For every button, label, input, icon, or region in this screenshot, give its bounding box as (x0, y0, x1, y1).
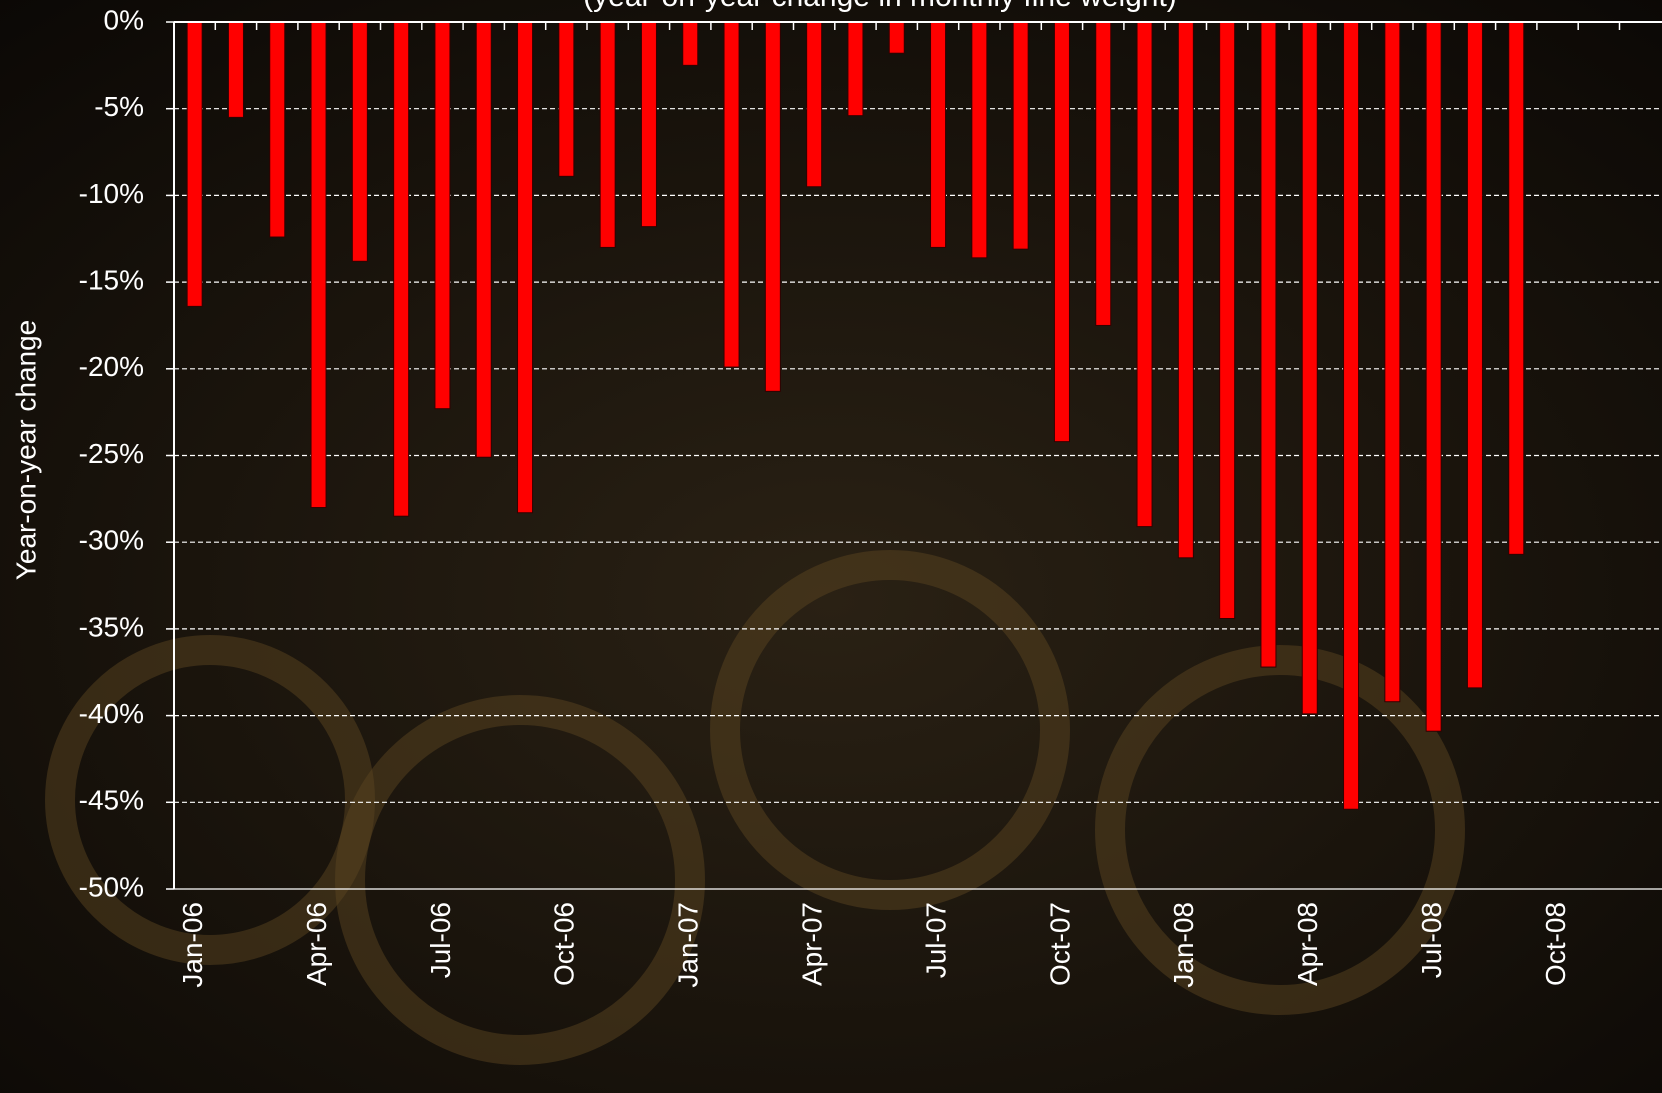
bar (310, 21, 327, 509)
bar (1136, 21, 1153, 528)
decor (335, 695, 705, 1065)
y-tick-label: -20% (79, 351, 144, 382)
bar (1260, 21, 1277, 668)
bar (930, 21, 947, 248)
bar (1508, 21, 1525, 555)
bar (1343, 21, 1360, 810)
y-tick-label: -45% (79, 785, 144, 816)
x-tick-label: Apr-07 (797, 902, 828, 986)
bar (1425, 21, 1442, 732)
y-axis-label: Year-on-year change (10, 320, 41, 580)
bar (517, 21, 534, 514)
bar (1466, 21, 1483, 689)
bar (971, 21, 988, 259)
bar (558, 21, 575, 177)
decor (1095, 645, 1465, 1015)
x-tick-label: Apr-06 (301, 902, 332, 986)
bar (1384, 21, 1401, 703)
bar (186, 21, 203, 307)
bar (1095, 21, 1112, 326)
y-tick-label: -25% (79, 438, 144, 469)
bar (682, 21, 699, 66)
bar (351, 21, 368, 262)
bar (1177, 21, 1194, 559)
bar (723, 21, 740, 368)
bar (640, 21, 657, 228)
bar (806, 21, 823, 188)
chart-subtitle: (year-on-year change in monthly fine wei… (583, 0, 1177, 13)
bar (1219, 21, 1236, 619)
bar (434, 21, 451, 410)
y-tick-label: -30% (79, 525, 144, 556)
x-tick-label: Jan-07 (673, 902, 704, 988)
y-tick-label: -10% (79, 178, 144, 209)
x-tick-label: Jul-06 (425, 902, 456, 978)
bar (227, 21, 244, 118)
bar (1301, 21, 1318, 715)
x-tick-label: Oct-08 (1540, 902, 1571, 986)
y-tick-label: -50% (79, 871, 144, 902)
x-tick-label: Oct-07 (1044, 902, 1075, 986)
x-tick-label: Jan-08 (1168, 902, 1199, 988)
y-tick-label: -15% (79, 264, 144, 295)
bar (475, 21, 492, 458)
bar (1012, 21, 1029, 250)
y-tick-label: -5% (94, 91, 144, 122)
bar (269, 21, 286, 238)
bar (888, 21, 905, 54)
x-tick-label: Jul-08 (1416, 902, 1447, 978)
y-tick-label: -35% (79, 611, 144, 642)
bar (847, 21, 864, 117)
x-tick-label: Jul-07 (920, 902, 951, 978)
bar (1053, 21, 1070, 443)
x-tick-label: Jan-06 (177, 902, 208, 988)
x-tick-label: Apr-08 (1292, 902, 1323, 986)
y-tick-label: 0% (104, 4, 144, 35)
y-tick-label: -40% (79, 698, 144, 729)
x-tick-label: Oct-06 (549, 902, 580, 986)
bar (764, 21, 781, 392)
plot-area: 0% -5% -10% -15% -20% -25% -30% -35% -40% -45% -50… (79, 4, 1662, 988)
bar (599, 21, 616, 248)
bar (393, 21, 410, 517)
decor (710, 550, 1070, 910)
